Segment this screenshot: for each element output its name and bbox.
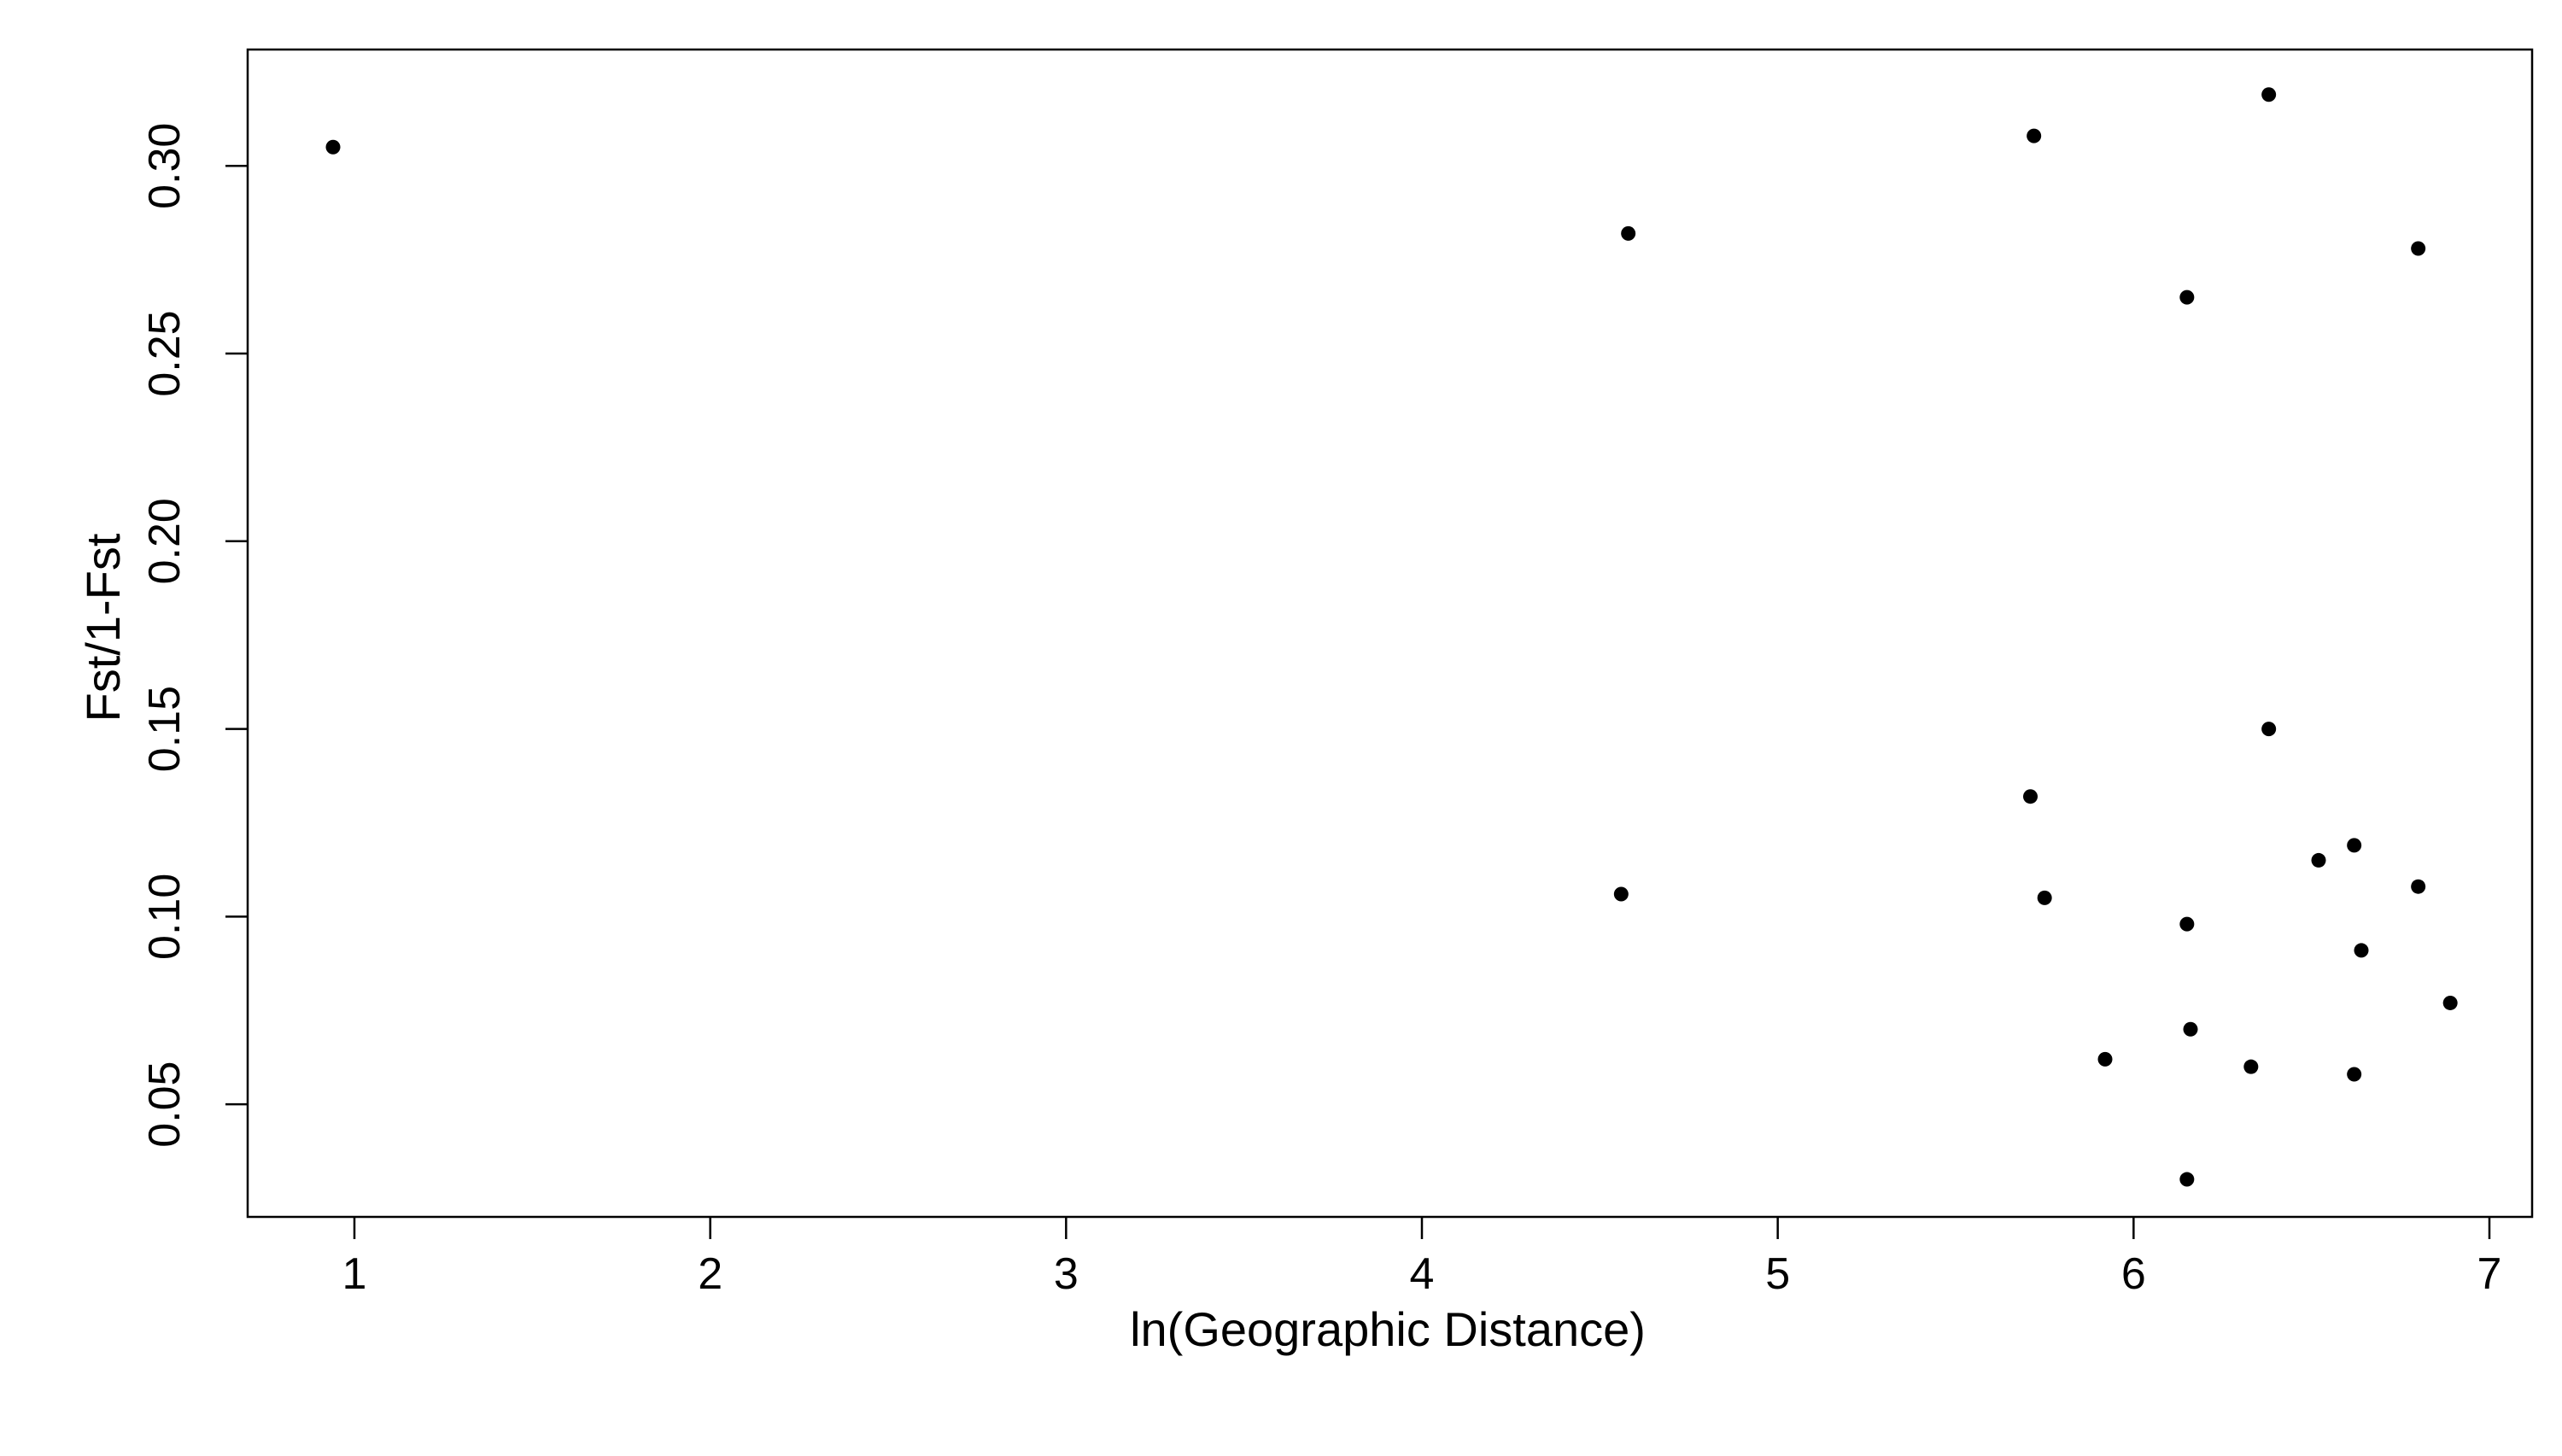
x-tick-label: 6 xyxy=(2121,1249,2146,1299)
axes-layer: 1 2 3 4 5 6 7 0.05 0.10 0.15 0.20 0.25 0.30 xyxy=(140,48,2534,1299)
y-tick-label: 0.15 xyxy=(140,686,190,772)
y-tick-label: 0.10 xyxy=(140,874,190,960)
plot-frame xyxy=(246,48,2534,1219)
data-point xyxy=(2037,890,2052,905)
data-point xyxy=(2179,1172,2195,1187)
y-axis-label: Fst/1-Fst xyxy=(76,533,130,722)
data-point xyxy=(2023,789,2038,804)
data-point xyxy=(2442,995,2458,1010)
x-tick-label: 7 xyxy=(2477,1249,2502,1299)
data-point xyxy=(2097,1051,2113,1067)
data-point xyxy=(2347,838,2362,853)
data-point xyxy=(1621,225,1636,241)
data-point xyxy=(2243,1059,2259,1074)
data-point xyxy=(2179,289,2195,305)
y-tick-label: 0.25 xyxy=(140,310,190,396)
x-tick-label: 5 xyxy=(1765,1249,1790,1299)
data-point xyxy=(1613,886,1629,902)
data-point xyxy=(2347,1067,2362,1082)
x-tick-label: 1 xyxy=(342,1249,367,1299)
data-point xyxy=(2261,722,2277,737)
data-point xyxy=(2411,241,2426,256)
data-point xyxy=(2183,1021,2198,1037)
x-tick-label: 4 xyxy=(1410,1249,1435,1299)
data-point xyxy=(325,139,341,155)
y-tick-label: 0.30 xyxy=(140,123,190,209)
data-point xyxy=(2261,87,2277,102)
data-point xyxy=(2179,916,2195,932)
points-layer xyxy=(325,87,2458,1187)
x-axis-label: ln(Geographic Distance) xyxy=(1130,1302,1646,1356)
data-point xyxy=(2027,128,2042,143)
data-point xyxy=(2411,879,2426,894)
x-tick-label: 2 xyxy=(698,1249,722,1299)
x-tick-label: 3 xyxy=(1054,1249,1079,1299)
y-tick-label: 0.05 xyxy=(140,1061,190,1148)
y-tick-label: 0.20 xyxy=(140,498,190,584)
data-point xyxy=(2311,852,2326,868)
data-point xyxy=(2354,943,2369,958)
